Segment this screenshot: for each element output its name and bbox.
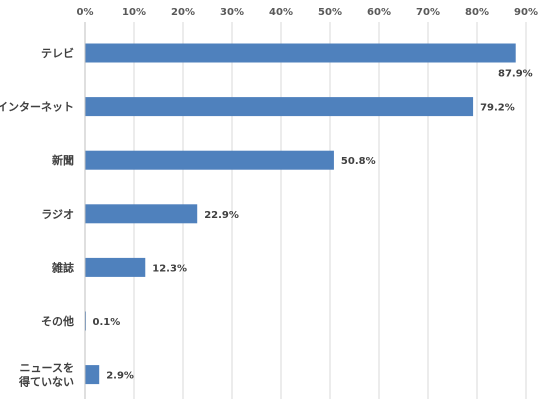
data-label: 79.2% [480,103,515,114]
x-tick-label: 50% [318,7,342,18]
x-tick-label: 20% [171,7,195,18]
data-label: 50.8% [341,156,376,167]
gridlines [133,22,527,399]
category-label: 雑誌 [51,260,74,274]
x-tick-label: 30% [220,7,244,18]
category-label: テレビ [41,46,74,60]
bar [85,204,198,224]
data-label: 22.9% [204,210,239,221]
category-label: インターネット [0,101,74,114]
data-label: 87.9% [498,69,533,80]
x-tick-label: 60% [367,7,391,18]
x-tick-label: 70% [416,7,440,18]
category-label: 新聞 [52,153,74,167]
bar [85,150,334,170]
data-label: 12.3% [152,263,187,274]
x-tick-label: 40% [269,7,293,18]
x-tick-label: 0% [77,7,94,18]
data-label: 0.1% [92,317,120,328]
bar [85,257,146,277]
bar [85,365,100,385]
bars [85,43,516,385]
x-axis-tick-labels: 0% 10% 20% 30% 40% 50% 60% 70% 80% 90% [77,7,538,18]
x-tick-label: 80% [465,7,489,18]
category-label: その他 [41,314,74,328]
data-labels: 87.9% 79.2% 50.8% 22.9% 12.3% 0.1% 2.9% [92,69,532,382]
data-label: 2.9% [106,371,134,382]
category-label: 得ていない [18,375,74,389]
category-label: ラジオ [41,208,74,221]
bar [85,97,474,117]
category-label: ニュースを [20,362,74,375]
x-tick-label: 10% [122,7,146,18]
x-tick-label: 90% [514,7,538,18]
bar [85,43,516,63]
